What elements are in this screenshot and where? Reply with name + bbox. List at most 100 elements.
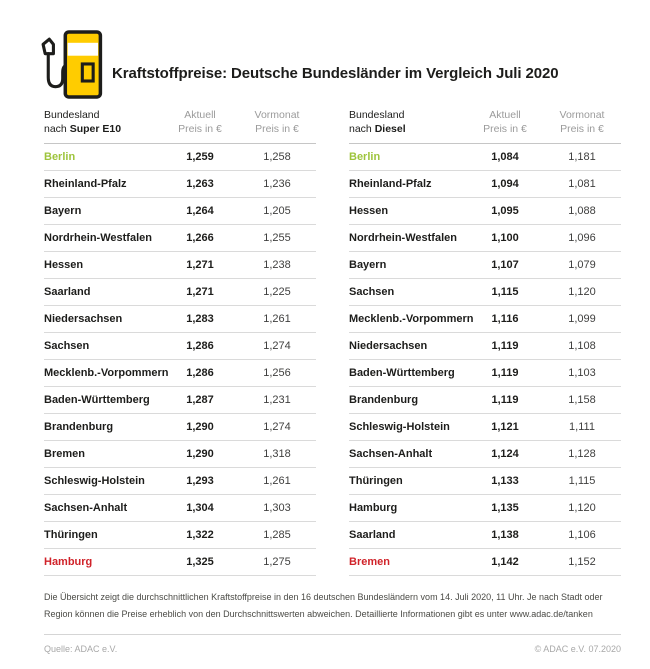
state-name: Saarland (349, 529, 396, 541)
table-row: Schleswig-Holstein 1,293 1,261 (44, 468, 316, 495)
state-name: Bremen (349, 556, 390, 568)
state-name: Sachsen (44, 340, 90, 352)
state-name: Sachsen-Anhalt (44, 502, 128, 514)
state-name: Baden-Württemberg (44, 394, 150, 406)
previous-month-price: 1,120 (568, 502, 596, 514)
current-price: 1,124 (491, 448, 519, 460)
previous-month-price: 1,096 (568, 232, 596, 244)
state-name: Sachsen (349, 286, 395, 298)
state-name: Niedersachsen (349, 340, 428, 352)
state-name: Hamburg (349, 502, 398, 514)
table-row: Saarland 1,138 1,106 (349, 522, 621, 549)
table-row: Bayern 1,107 1,079 (349, 252, 621, 279)
current-price: 1,293 (186, 475, 214, 487)
state-name: Bayern (349, 259, 387, 271)
current-price: 1,264 (186, 205, 214, 217)
current-price: 1,138 (491, 529, 519, 541)
previous-month-price: 1,258 (263, 151, 291, 163)
state-name: Schleswig-Holstein (44, 475, 145, 487)
state-name: Thüringen (349, 475, 403, 487)
state-name: Nordrhein-Westfalen (349, 232, 457, 244)
current-price: 1,142 (491, 556, 519, 568)
previous-month-price: 1,318 (263, 448, 291, 460)
table-header: Bundesland nach Diesel Aktuell Preis in … (349, 108, 621, 144)
table-row: Bremen 1,290 1,318 (44, 441, 316, 468)
previous-month-price: 1,181 (568, 151, 596, 163)
fuel-price-infographic: Kraftstoffpreise: Deutsche Bundesländer … (41, 26, 621, 654)
table-row: Sachsen-Anhalt 1,304 1,303 (44, 495, 316, 522)
current-price: 1,286 (186, 367, 214, 379)
table-row: Schleswig-Holstein 1,121 1,111 (349, 414, 621, 441)
previous-month-price: 1,261 (263, 313, 291, 325)
fuel-type-label: Diesel (374, 123, 406, 135)
previous-month-price: 1,120 (568, 286, 596, 298)
previous-month-price: 1,108 (568, 340, 596, 352)
state-name: Rheinland-Pfalz (349, 178, 432, 190)
state-name: Saarland (44, 286, 91, 298)
current-price: 1,290 (186, 421, 214, 433)
table-row: Baden-Württemberg 1,287 1,231 (44, 387, 316, 414)
table-row: Niedersachsen 1,283 1,261 (44, 306, 316, 333)
current-price: 1,084 (491, 151, 519, 163)
previous-month-price: 1,088 (568, 205, 596, 217)
table-row: Nordrhein-Westfalen 1,266 1,255 (44, 225, 316, 252)
current-price: 1,095 (491, 205, 519, 217)
footnote: Die Übersicht zeigt die durchschnittlich… (44, 592, 603, 619)
previous-month-price: 1,274 (263, 421, 291, 433)
current-price: 1,107 (491, 259, 519, 271)
table-row: Brandenburg 1,290 1,274 (44, 414, 316, 441)
table-row: Nordrhein-Westfalen 1,100 1,096 (349, 225, 621, 252)
state-name: Sachsen-Anhalt (349, 448, 433, 460)
table-row: Hamburg 1,325 1,275 (44, 549, 316, 576)
diesel-table: Bundesland nach Diesel Aktuell Preis in … (349, 108, 621, 576)
state-name: Mecklenb.-Vorpommern (349, 313, 474, 325)
header: Kraftstoffpreise: Deutsche Bundesländer … (41, 26, 621, 104)
previous-month-price: 1,303 (263, 502, 291, 514)
state-name: Berlin (44, 151, 76, 163)
state-name: Thüringen (44, 529, 98, 541)
state-name: Hessen (349, 205, 389, 217)
current-price: 1,119 (491, 367, 519, 379)
current-price: 1,283 (186, 313, 214, 325)
column-header-vormonat: Vormonat Preis in € (254, 109, 300, 135)
previous-month-price: 1,256 (263, 367, 291, 379)
table-row: Hamburg 1,135 1,120 (349, 495, 621, 522)
page-title: Kraftstoffpreise: Deutsche Bundesländer … (112, 64, 559, 82)
previous-month-price: 1,106 (568, 529, 596, 541)
current-price: 1,116 (491, 313, 519, 325)
previous-month-price: 1,111 (569, 421, 595, 433)
fuel-type-label: Super E10 (69, 123, 122, 135)
column-header-vormonat: Vormonat Preis in € (559, 109, 605, 135)
previous-month-price: 1,274 (263, 340, 291, 352)
current-price: 1,304 (186, 502, 214, 514)
table-row: Saarland 1,271 1,225 (44, 279, 316, 306)
table-row: Sachsen-Anhalt 1,124 1,128 (349, 441, 621, 468)
previous-month-price: 1,275 (263, 556, 291, 568)
table-row: Bremen 1,142 1,152 (349, 549, 621, 576)
state-name: Bayern (44, 205, 82, 217)
current-price: 1,135 (491, 502, 519, 514)
previous-month-price: 1,225 (263, 286, 291, 298)
previous-month-price: 1,236 (263, 178, 291, 190)
table-row: Rheinland-Pfalz 1,263 1,236 (44, 171, 316, 198)
column-header-bundesland: Bundesland nach Diesel (349, 109, 406, 135)
previous-month-price: 1,099 (568, 313, 596, 325)
state-name: Hamburg (44, 556, 93, 568)
state-name: Hessen (44, 259, 84, 271)
table-body: Berlin 1,259 1,258 Rheinland-Pfalz 1,263… (44, 144, 316, 576)
previous-month-price: 1,103 (568, 367, 596, 379)
table-header: Bundesland nach Super E10 Aktuell Preis … (44, 108, 316, 144)
table-row: Sachsen 1,115 1,120 (349, 279, 621, 306)
state-name: Baden-Württemberg (349, 367, 455, 379)
copyright-label: © ADAC e.V. 07.2020 (534, 644, 621, 654)
fuel-pump-icon (41, 30, 103, 99)
table-row: Mecklenb.-Vorpommern 1,116 1,099 (349, 306, 621, 333)
current-price: 1,290 (186, 448, 214, 460)
previous-month-price: 1,158 (568, 394, 596, 406)
table-row: Mecklenb.-Vorpommern 1,286 1,256 (44, 360, 316, 387)
column-header-aktuell: Aktuell Preis in € (483, 109, 527, 135)
current-price: 1,271 (186, 259, 214, 271)
previous-month-price: 1,081 (568, 178, 596, 190)
state-name: Brandenburg (44, 421, 114, 433)
current-price: 1,271 (186, 286, 214, 298)
